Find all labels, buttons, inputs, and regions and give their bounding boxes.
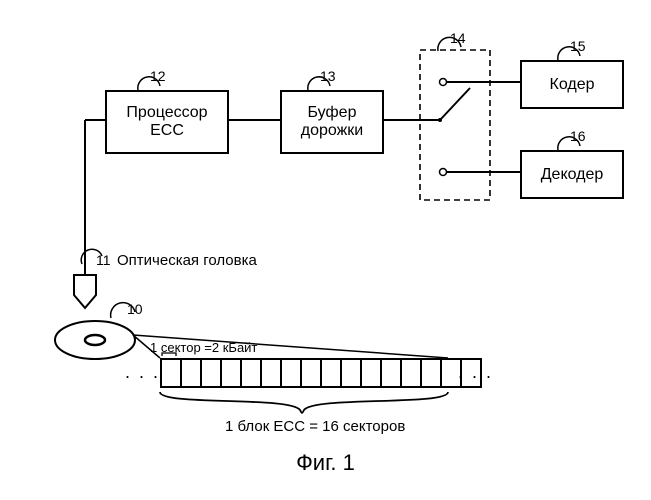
sector-cell bbox=[242, 360, 262, 386]
processor-line2: ЕСС bbox=[150, 122, 184, 140]
processor-line1: Процессор bbox=[126, 104, 207, 122]
dots-right: . . . bbox=[458, 362, 493, 383]
sector-label: 1 сектор =2 кБайт bbox=[150, 340, 257, 355]
sector-cell bbox=[382, 360, 402, 386]
coder-label: Кодер bbox=[550, 76, 595, 94]
sector-cell bbox=[342, 360, 362, 386]
sector-strip bbox=[160, 358, 482, 388]
optical-label: Оптическая головка bbox=[117, 252, 257, 269]
sector-cell bbox=[162, 360, 182, 386]
num-coder: 15 bbox=[570, 38, 586, 54]
num-optical: 11 bbox=[96, 252, 111, 268]
decoder-box: Декодер bbox=[520, 150, 624, 199]
sector-cell bbox=[262, 360, 282, 386]
num-disc: 10 bbox=[127, 301, 143, 317]
num-switch: 14 bbox=[450, 30, 466, 46]
sector-cell bbox=[362, 360, 382, 386]
coder-box: Кодер bbox=[520, 60, 624, 109]
decoder-label: Декодер bbox=[541, 166, 604, 184]
num-buffer: 13 bbox=[320, 68, 336, 84]
dots-left: . . . bbox=[125, 362, 160, 383]
num-processor: 12 bbox=[150, 68, 166, 84]
sector-cell bbox=[422, 360, 442, 386]
block-label: 1 блок ЕСС = 16 секторов bbox=[225, 418, 405, 435]
sector-cell bbox=[202, 360, 222, 386]
sector-cell bbox=[182, 360, 202, 386]
sector-cell bbox=[222, 360, 242, 386]
num-decoder: 16 bbox=[570, 128, 586, 144]
sector-cell bbox=[402, 360, 422, 386]
processor-box: Процессор ЕСС bbox=[105, 90, 229, 154]
sector-cell bbox=[282, 360, 302, 386]
sector-cell bbox=[302, 360, 322, 386]
buffer-line1: Буфер bbox=[308, 104, 357, 122]
figure-caption: Фиг. 1 bbox=[0, 450, 651, 476]
sector-cell bbox=[322, 360, 342, 386]
buffer-box: Буфер дорожки bbox=[280, 90, 384, 154]
buffer-line2: дорожки bbox=[301, 122, 364, 140]
